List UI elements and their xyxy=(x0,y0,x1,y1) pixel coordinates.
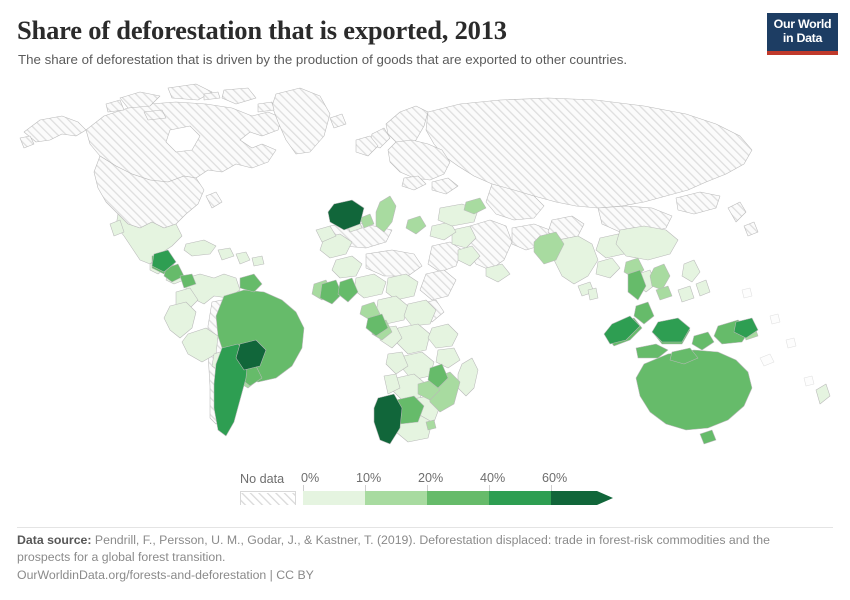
legend-tick-label-4: 60% xyxy=(542,471,568,485)
footer-divider xyxy=(17,527,833,528)
map-legend: No data 0% 10% xyxy=(0,470,850,515)
legend-tick-4 xyxy=(551,485,552,491)
data-source-text: Data source: Pendrill, F., Persson, U. M… xyxy=(17,532,807,565)
owid-logo[interactable]: Our World in Data xyxy=(767,13,838,55)
chart-header: Share of deforestation that is exported,… xyxy=(0,0,850,80)
data-source-label: Data source: xyxy=(17,533,92,547)
map-svg xyxy=(19,83,831,445)
legend-tick-label-1: 10% xyxy=(356,471,382,485)
legend-bin-1[interactable]: 10% xyxy=(356,471,427,505)
region-no-data-north-america[interactable] xyxy=(19,83,347,229)
region-outline-minor xyxy=(741,287,815,387)
legend-tick-label-0: 0% xyxy=(301,471,320,485)
legend-no-data-swatch[interactable] xyxy=(240,491,296,505)
chart-subtitle: The share of deforestation that is drive… xyxy=(18,52,628,67)
data-source-citation: Pendrill, F., Persson, U. M., Godar, J.,… xyxy=(17,533,770,564)
legend-bin-2[interactable]: 20% xyxy=(418,471,489,505)
legend-tick-0 xyxy=(303,485,304,491)
legend-bin-3[interactable]: 40% xyxy=(480,471,551,505)
legend-tick-1 xyxy=(365,485,366,491)
legend-tick-label-3: 40% xyxy=(480,471,506,485)
legend-bin-4[interactable]: 60% xyxy=(542,471,613,505)
legend-bin-4-arrow xyxy=(551,491,613,505)
legend-bin-0[interactable]: 0% xyxy=(301,471,365,505)
owid-logo-line-2: in Data xyxy=(782,31,823,45)
owid-link[interactable]: OurWorldinData.org/forests-and-deforesta… xyxy=(17,568,314,582)
legend-tick-2 xyxy=(427,485,428,491)
page-title: Share of deforestation that is exported,… xyxy=(17,15,507,45)
region-no-data-eurasia[interactable] xyxy=(327,97,759,323)
legend-tick-label-2: 20% xyxy=(418,471,444,485)
region-bin-60-plus[interactable] xyxy=(235,199,403,445)
world-choropleth-map[interactable] xyxy=(0,78,850,468)
no-data-hatch-icon xyxy=(241,493,295,505)
legend-no-data-label: No data xyxy=(240,472,285,486)
owid-logo-line-1: Our World xyxy=(773,17,832,31)
legend-tick-3 xyxy=(489,485,490,491)
